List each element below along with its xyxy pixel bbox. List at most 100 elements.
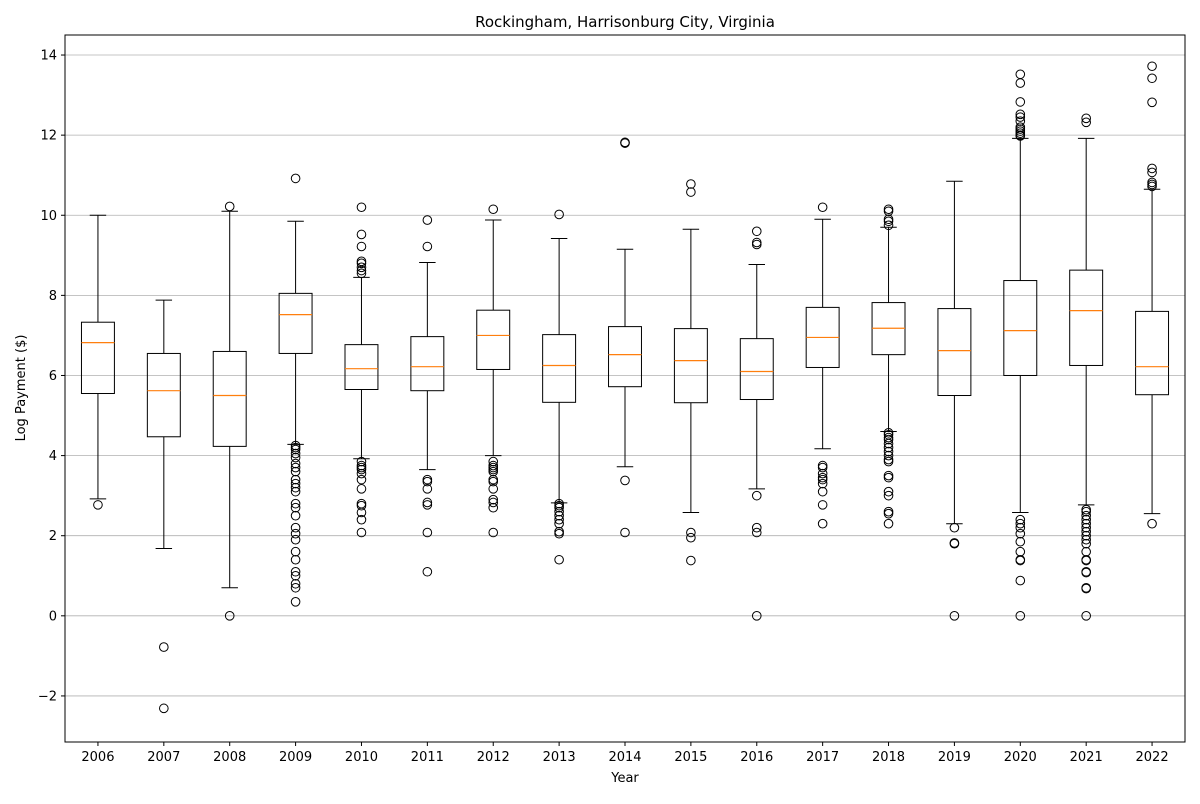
outlier-point	[686, 555, 696, 566]
outlier-point	[290, 173, 301, 184]
outlier-point	[1081, 546, 1091, 557]
outlier-point	[1147, 181, 1157, 192]
y-tick-label: 6	[49, 369, 57, 384]
outlier-point	[554, 528, 564, 539]
iqr-box	[937, 308, 972, 397]
outlier-point	[883, 446, 894, 457]
outlier-point	[488, 474, 499, 485]
outlier-point	[1015, 575, 1026, 586]
outlier-point	[1147, 97, 1157, 108]
outlier-point	[488, 476, 499, 487]
outlier-point	[422, 476, 433, 487]
outlier-point	[686, 179, 696, 189]
x-tick-label: 2016	[740, 750, 773, 765]
outlier-point	[1081, 518, 1091, 529]
outlier-point	[1015, 97, 1026, 107]
outlier-point	[1081, 113, 1091, 124]
iqr-box	[1135, 310, 1170, 396]
outlier-point	[554, 514, 564, 525]
outlier-point	[422, 241, 433, 252]
box-2007	[146, 299, 181, 550]
x-tick-label: 2013	[543, 750, 576, 765]
outlier-point	[224, 201, 235, 212]
outlier-point	[356, 468, 367, 479]
outlier-point	[1015, 109, 1026, 120]
outlier-point	[883, 438, 894, 449]
outlier-point	[751, 522, 762, 533]
chart-title: Rockingham, Harrisonburg City, Virginia	[475, 13, 775, 31]
iqr-box	[278, 292, 313, 354]
outlier-point	[751, 226, 762, 237]
outlier-point	[224, 611, 235, 621]
x-tick-label: 2014	[608, 750, 641, 765]
outlier-point	[1081, 514, 1091, 525]
outlier-point	[1015, 528, 1026, 539]
outlier-point	[1081, 611, 1091, 621]
outlier-point	[290, 534, 301, 545]
outlier-point	[422, 474, 433, 485]
x-tick-label: 2022	[1136, 750, 1169, 765]
outlier-point	[1081, 522, 1091, 533]
x-tick-label: 2008	[213, 750, 246, 765]
outlier-point	[290, 510, 301, 521]
outlier-point	[1015, 112, 1026, 122]
outlier-point	[290, 546, 301, 557]
outlier-point	[422, 527, 433, 538]
outlier-point	[883, 470, 894, 481]
outlier-point	[1081, 534, 1091, 545]
outlier-point	[356, 474, 367, 485]
outlier-point	[1015, 69, 1026, 80]
outlier-point	[883, 486, 894, 497]
outlier-point	[159, 703, 169, 714]
outlier-point	[554, 209, 564, 220]
outlier-point	[356, 258, 367, 269]
x-tick-label: 2009	[279, 750, 312, 765]
iqr-box	[1003, 280, 1038, 376]
outlier-point	[1015, 555, 1026, 566]
outlier-point	[1147, 167, 1157, 178]
outlier-point	[883, 506, 894, 517]
outlier-point	[554, 526, 564, 537]
x-tick-label: 2020	[1004, 750, 1037, 765]
iqr-box	[80, 321, 115, 395]
y-tick-label: −2	[38, 689, 57, 704]
y-tick-label: 2	[49, 529, 57, 544]
outlier-point	[1015, 518, 1026, 529]
outlier-point	[290, 486, 301, 497]
outlier-point	[1081, 506, 1091, 517]
outlier-point	[290, 498, 301, 509]
box-2016	[739, 264, 774, 490]
outlier-point	[751, 239, 762, 250]
outlier-point	[817, 202, 828, 213]
outlier-point	[1015, 131, 1026, 141]
outlier-point	[290, 448, 301, 459]
y-tick-label: 4	[49, 449, 57, 464]
x-tick-label: 2011	[411, 750, 444, 765]
box-2009	[278, 220, 313, 445]
outlier-point	[422, 497, 433, 508]
outlier-point	[1147, 518, 1157, 529]
iqr-box	[146, 352, 181, 438]
outlier-point	[883, 204, 894, 215]
outlier-point	[817, 468, 828, 479]
box-plots	[80, 137, 1170, 589]
x-tick-label: 2006	[81, 750, 114, 765]
outlier-point	[817, 460, 828, 471]
y-tick-label: 8	[49, 289, 57, 304]
outlier-point	[554, 554, 564, 565]
outlier-point	[949, 611, 960, 621]
outlier-point	[1015, 78, 1026, 88]
x-tick-label: 2010	[345, 750, 378, 765]
outlier-point	[1015, 611, 1026, 621]
box-2008	[212, 210, 247, 589]
outlier-point	[290, 452, 301, 463]
outlier-point	[356, 241, 367, 252]
outlier-point	[1081, 530, 1091, 541]
box-2006	[80, 214, 115, 500]
outlier-point	[290, 478, 301, 489]
outlier-point	[290, 522, 301, 533]
x-axis-label: Year	[610, 771, 639, 786]
outlier-point	[356, 229, 367, 240]
outlier-point	[883, 206, 894, 217]
